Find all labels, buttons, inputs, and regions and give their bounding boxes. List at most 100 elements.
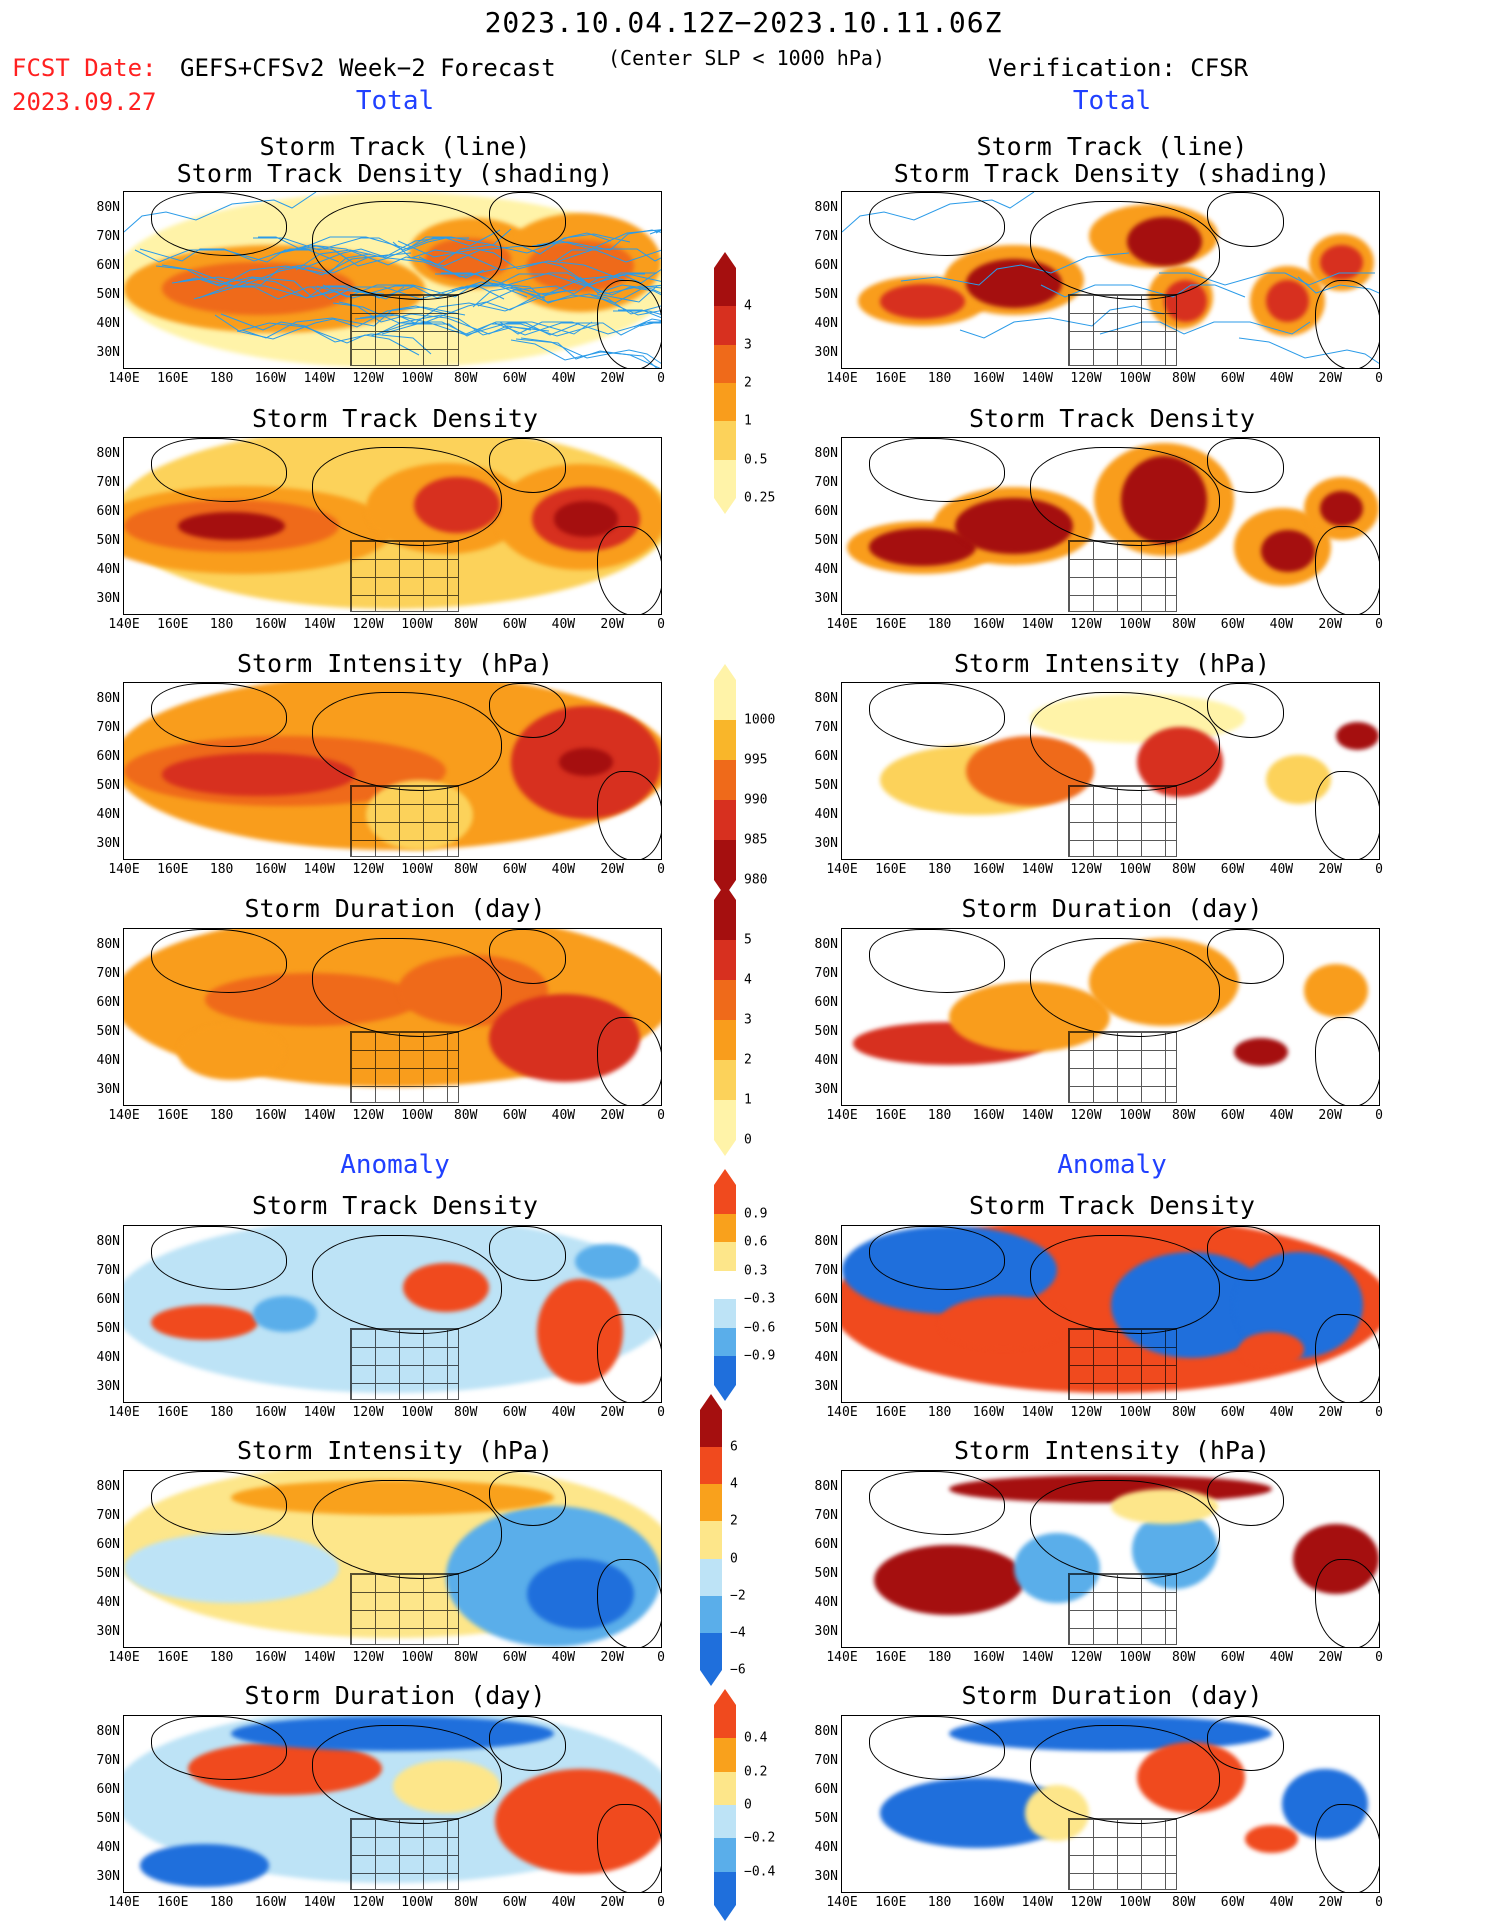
lat-label: 40N [96, 1595, 120, 1610]
lon-label: 100W [401, 1650, 433, 1665]
lon-label: 140W [303, 1650, 335, 1665]
colorbar-swatch [714, 268, 736, 307]
lon-label: 60W [502, 1650, 527, 1665]
lat-label: 50N [96, 1321, 120, 1336]
lat-label: 70N [96, 229, 120, 244]
total-heading-left: Total [355, 86, 435, 116]
lat-label: 60N [814, 749, 838, 764]
lon-label: 120W [1070, 1108, 1102, 1123]
lon-label: 160W [972, 617, 1005, 632]
lon-label: 80W [453, 371, 478, 386]
coastline [1314, 1804, 1379, 1892]
colorbar-label: 0 [730, 1551, 738, 1567]
coastline [489, 1716, 567, 1771]
lon-label: 60W [1220, 862, 1245, 877]
shaded-region [161, 753, 355, 796]
us-state-boundaries [1067, 1328, 1177, 1401]
lon-label: 160E [875, 617, 907, 632]
lon-label: 140E [108, 1108, 140, 1123]
lon-label: 160W [972, 1108, 1005, 1123]
colorbar-label: 2 [744, 1052, 752, 1068]
lat-label: 80N [96, 1234, 120, 1249]
lon-label: 180 [927, 371, 952, 386]
coastline [150, 929, 288, 993]
lat-label: 50N [814, 533, 838, 548]
colorbar-label: −6 [730, 1662, 746, 1678]
lon-label: 140E [108, 371, 140, 386]
shaded-region [177, 1024, 286, 1081]
lat-label: 30N [814, 1869, 838, 1884]
lon-label: 60W [502, 371, 527, 386]
fcst-date-label: FCST Date: [12, 54, 157, 82]
lon-label: 160E [875, 1108, 907, 1123]
lon-label: 20W [1318, 862, 1342, 877]
colorbar-label: 0.2 [744, 1764, 768, 1780]
lon-label: 0 [657, 1405, 665, 1420]
colorbar-swatch [714, 1838, 736, 1872]
shaded-region [1336, 721, 1379, 750]
lon-label: 0 [657, 862, 665, 877]
lon-label: 120W [352, 862, 384, 877]
shaded-region [1319, 244, 1363, 280]
map-panel-fcst-anom-density: 80N 70N 60N 50N 40N 30N 140E 160E 180 160W 140W 120… [97, 1225, 665, 1420]
coastline [1207, 438, 1285, 493]
colorbar-end-triangle [714, 1169, 736, 1185]
colorbar-total-intensity: 1000 995 990 985 980 [714, 664, 775, 896]
lon-label: 180 [209, 617, 234, 632]
map-field [842, 683, 1379, 859]
lon-label: 100W [401, 1108, 433, 1123]
lat-label: 40N [96, 1053, 120, 1068]
lat-label: 30N [814, 591, 838, 606]
colorbar-label: −0.6 [744, 1320, 776, 1336]
lon-label: 160E [875, 371, 907, 386]
lon-label: 40W [1269, 1405, 1294, 1420]
lon-label: 120W [352, 1895, 384, 1910]
colorbar-label: 6 [730, 1439, 738, 1455]
lat-label: 60N [96, 504, 120, 519]
colorbar-label: −0.4 [744, 1864, 776, 1880]
lon-label: 80W [453, 1895, 478, 1910]
lon-label: 40W [1269, 862, 1294, 877]
colorbar-swatch [714, 1805, 736, 1839]
lon-label: 160E [875, 1895, 907, 1910]
coastline [1207, 929, 1285, 984]
lat-label: 80N [814, 937, 838, 952]
lon-label: 100W [401, 371, 433, 386]
us-state-boundaries [1067, 1031, 1177, 1104]
colorbar-swatch [700, 1558, 722, 1596]
colorbar-end-triangle [700, 1394, 722, 1410]
shaded-region [874, 1544, 1025, 1616]
lon-label: 60W [502, 862, 527, 877]
shaded-region [575, 1243, 640, 1279]
colorbar-swatch [714, 1185, 736, 1214]
lat-label: 80N [96, 1724, 120, 1739]
colorbar-swatch [700, 1521, 722, 1559]
lon-label: 0 [657, 371, 665, 386]
storm-track [134, 249, 340, 263]
colorbar-label: −0.9 [744, 1348, 776, 1364]
lat-label: 70N [96, 966, 120, 981]
lon-label: 0 [1375, 1895, 1383, 1910]
coastline [150, 683, 288, 747]
lon-label: 60W [1220, 1108, 1245, 1123]
lat-label: 80N [814, 1479, 838, 1494]
lon-label: 120W [1070, 1405, 1102, 1420]
lon-label: 0 [1375, 862, 1383, 877]
lat-label: 80N [814, 1234, 838, 1249]
lon-label: 80W [453, 1405, 478, 1420]
lon-label: 100W [401, 1895, 433, 1910]
lat-label: 30N [96, 836, 120, 851]
lat-label: 70N [814, 966, 838, 981]
panel-title-anom-duration-right: Storm Duration (day) [961, 1681, 1263, 1710]
lat-label: 30N [814, 1624, 838, 1639]
panel-title-intensity-right: Storm Intensity (hPa) [953, 649, 1271, 678]
lon-label: 120W [1070, 617, 1102, 632]
map-panel-fcst-duration: 80N 70N 60N 50N 40N 30N 140E 160E 180 160W 140W 120… [97, 928, 665, 1123]
lon-label: 160E [875, 1650, 907, 1665]
lat-label: 30N [96, 591, 120, 606]
lon-label: 120W [352, 1650, 384, 1665]
map-field [124, 438, 661, 614]
coastline [596, 771, 661, 859]
colorbar-swatch [714, 1020, 736, 1060]
lon-label: 20W [600, 862, 624, 877]
